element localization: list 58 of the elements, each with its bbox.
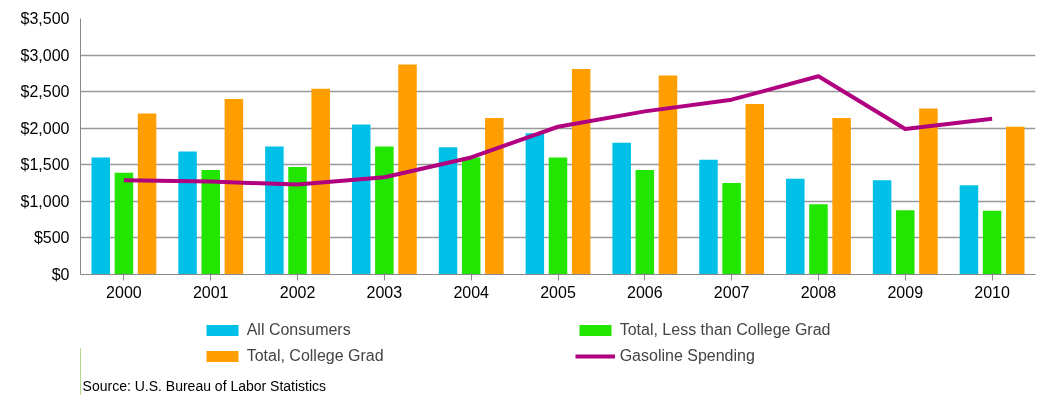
bar xyxy=(612,142,631,275)
x-tick-label: 2005 xyxy=(540,283,576,301)
x-tick-label: 2007 xyxy=(713,283,750,301)
bar xyxy=(919,108,938,275)
bar xyxy=(265,146,284,275)
bar xyxy=(959,185,979,275)
bar xyxy=(375,146,394,275)
bar xyxy=(311,88,330,275)
bar xyxy=(114,172,134,275)
x-tick-label: 2004 xyxy=(453,283,490,301)
bar xyxy=(896,210,915,275)
bar xyxy=(832,117,851,275)
y-tick-label: $2,000 xyxy=(20,119,70,137)
x-tick-label: 2010 xyxy=(974,283,1010,301)
legend-label: All Consumers xyxy=(246,321,352,339)
y-tick-label: $2,500 xyxy=(20,83,70,101)
y-tick-label: $1,500 xyxy=(20,156,70,174)
x-tick-label: 2008 xyxy=(800,283,837,301)
bar xyxy=(525,133,545,275)
legend-label: Total, College Grad xyxy=(246,347,385,365)
bar xyxy=(91,157,111,275)
bar xyxy=(745,104,765,275)
bar xyxy=(201,169,220,275)
bar xyxy=(548,157,568,275)
bar xyxy=(982,210,1002,275)
bar xyxy=(722,183,741,275)
x-tick-label: 2003 xyxy=(366,283,403,301)
bar xyxy=(571,68,591,275)
bar xyxy=(461,157,481,275)
bar xyxy=(658,75,678,275)
x-tick-label: 2009 xyxy=(887,283,924,301)
bar xyxy=(178,151,197,275)
bar xyxy=(635,169,655,275)
legend-label: Gasoline Spending xyxy=(619,347,756,365)
bar xyxy=(872,180,892,275)
line-series xyxy=(121,74,995,187)
y-tick-label: $500 xyxy=(33,229,70,247)
x-tick-label: 2000 xyxy=(106,283,142,301)
bar xyxy=(438,147,458,275)
bar xyxy=(1005,126,1025,275)
bar xyxy=(699,159,718,275)
x-tick-label: 2006 xyxy=(627,283,663,301)
bar xyxy=(351,124,371,275)
y-tick-label: $3,000 xyxy=(20,46,70,64)
y-tick-label: $1,000 xyxy=(20,192,70,210)
legend-label: Total, Less than College Grad xyxy=(619,321,832,339)
bar xyxy=(137,113,157,275)
y-tick-label: $3,500 xyxy=(20,10,70,27)
bar xyxy=(288,166,307,275)
bar xyxy=(224,98,244,275)
y-tick-label: $0 xyxy=(51,266,70,283)
bar xyxy=(786,178,805,275)
source-note: Source: U.S. Bureau of Labor Statistics xyxy=(82,377,327,394)
bar xyxy=(809,204,828,275)
x-tick-label: 2001 xyxy=(192,283,229,301)
bar xyxy=(398,64,417,275)
x-tick-label: 2002 xyxy=(279,283,316,301)
bar xyxy=(485,117,504,275)
